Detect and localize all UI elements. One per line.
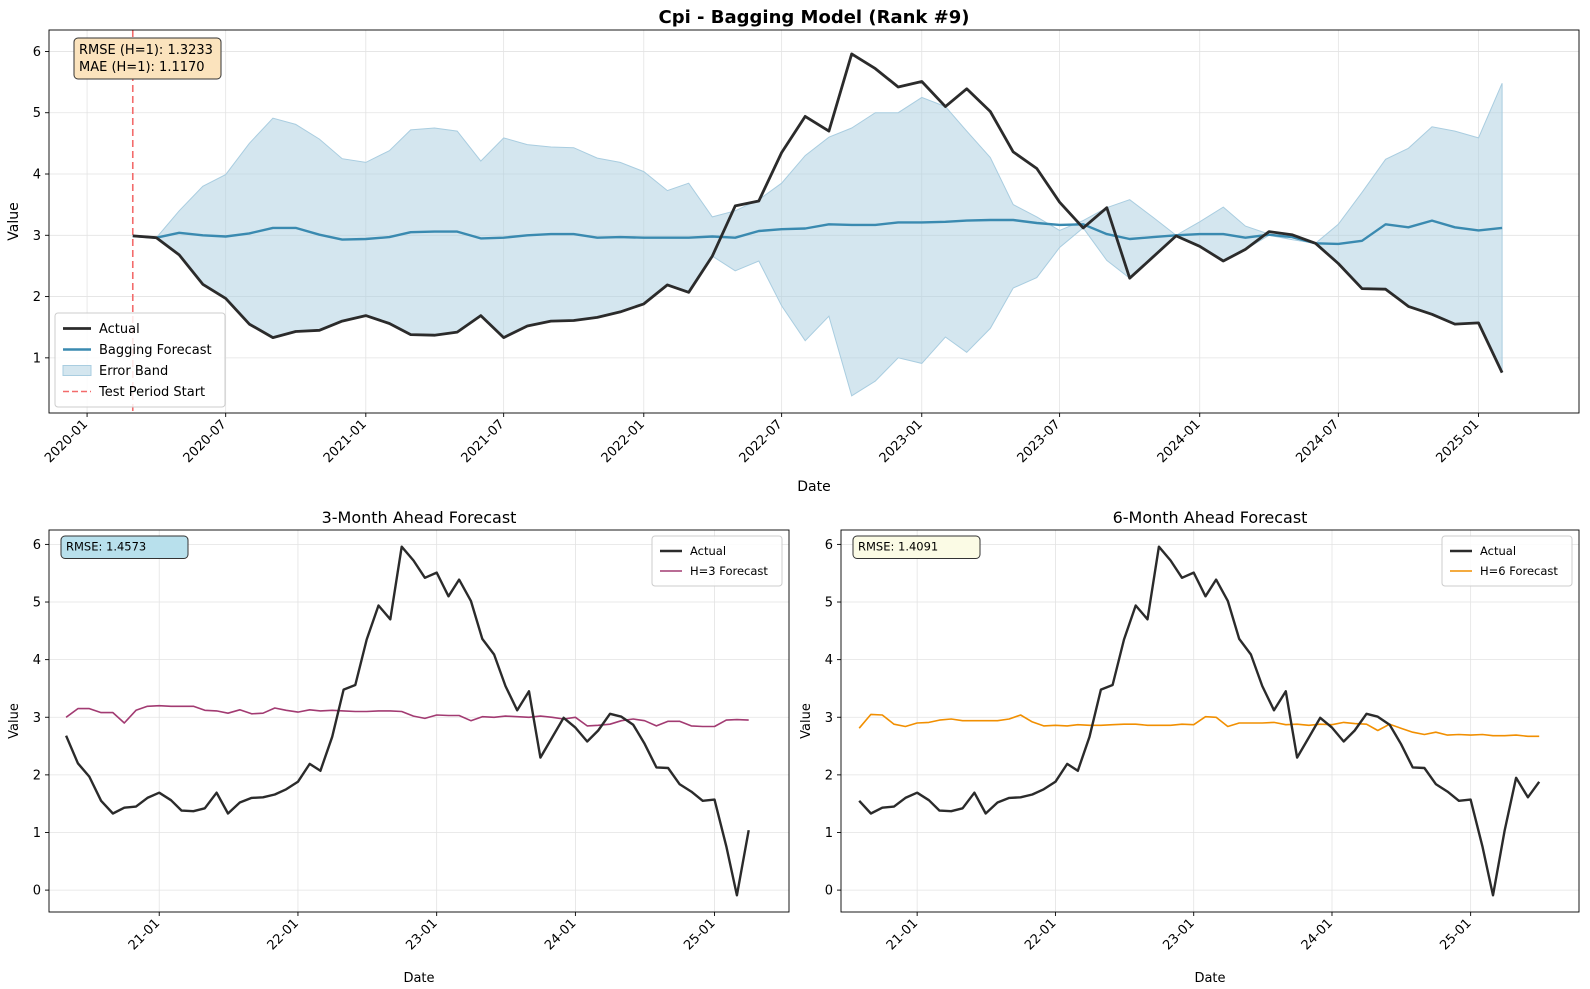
chart-title: Cpi - Bagging Model (Rank #9)	[659, 7, 970, 28]
y-tick-label: 5	[33, 596, 41, 611]
y-tick-label: 5	[825, 596, 833, 611]
x-tick-label: 2020-01	[42, 417, 91, 466]
chart-1: 1 2 3 4 5 6 2020-01 2020-07 2021-01 2021-07 2022-0…	[6, 7, 1580, 495]
x-tick-label: 2024-01	[1155, 417, 1204, 466]
y-tick-label: 2	[825, 768, 833, 783]
y-tick-label: 3	[825, 711, 833, 726]
x-tick-label: 2024-07	[1293, 417, 1342, 466]
legend-label: Error Band	[99, 364, 168, 379]
metrics-box	[73, 37, 222, 80]
x-axis-label: Date	[1194, 971, 1225, 986]
y-axis-label: Value	[6, 202, 22, 240]
x-tick-label: 2022-01	[599, 417, 648, 466]
chart-2: 0 1 2 3 4 5 6 21-01 22-01 23-01 24-01 25-01 3-Month …	[7, 508, 790, 986]
x-tick-label: 24-01	[542, 916, 579, 953]
legend-label: Actual	[99, 322, 140, 337]
y-tick-label: 6	[33, 45, 41, 60]
y-tick-label: 6	[33, 538, 41, 553]
series-line-forecast	[132, 218, 1503, 246]
x-axis-label: Date	[403, 971, 434, 986]
plot-area	[64, 545, 750, 897]
legend-label: H=6 Forecast	[1480, 564, 1558, 578]
legend-frame	[651, 535, 783, 587]
series-line-actual	[858, 545, 1541, 897]
chart-title: 6-Month Ahead Forecast	[1113, 508, 1308, 527]
legend: Actual H=6 Forecast	[1441, 535, 1573, 587]
y-tick-label: 4	[825, 653, 833, 668]
x-tick-label: 2025-01	[1433, 417, 1482, 466]
y-tick-label: 0	[825, 884, 833, 899]
y-tick-label: 3	[33, 229, 41, 244]
series-line-actual	[64, 545, 750, 897]
x-tick-label: 2020-07	[181, 417, 230, 466]
chart-title: 3-Month Ahead Forecast	[322, 508, 517, 527]
x-tick-label: 25-01	[681, 916, 718, 953]
x-tick-label: 2023-07	[1015, 417, 1064, 466]
series-line-actual	[132, 52, 1504, 374]
y-tick-label: 1	[33, 351, 41, 366]
chart-3: 0 1 2 3 4 5 6 21-01 22-01 23-01 24-01 25-01 6-Month …	[799, 508, 1580, 986]
metric-text: RMSE: 1.4573	[66, 540, 146, 554]
y-tick-label: 1	[825, 826, 833, 841]
metric-text: RMSE: 1.4091	[858, 540, 938, 554]
y-tick-label: 0	[33, 884, 41, 899]
x-tick-label: 23-01	[403, 916, 440, 953]
y-axis-label: Value	[7, 703, 22, 739]
legend: Actual H=3 Forecast	[651, 535, 783, 587]
x-tick-label: 21-01	[126, 916, 163, 953]
metrics-box	[60, 535, 189, 559]
y-tick-label: 6	[825, 538, 833, 553]
x-tick-label: 21-01	[884, 916, 921, 953]
metric-text: RMSE (H=1): 1.3233	[79, 43, 213, 58]
x-tick-label: 22-01	[265, 916, 302, 953]
legend-label: H=3 Forecast	[690, 564, 768, 578]
x-tick-label: 2022-07	[737, 417, 786, 466]
axes-frame	[48, 529, 790, 913]
plot-area	[858, 545, 1541, 897]
y-tick-label: 5	[33, 106, 41, 121]
plot-area	[131, 30, 1504, 413]
y-tick-label: 2	[33, 290, 41, 305]
legend-label: Actual	[1480, 544, 1516, 558]
y-tick-label: 3	[33, 711, 41, 726]
y-tick-label: 2	[33, 768, 41, 783]
x-tick-label: 2021-07	[459, 417, 508, 466]
x-tick-label: 2023-01	[877, 417, 926, 466]
y-tick-label: 1	[33, 826, 41, 841]
axes-frame	[48, 29, 1580, 414]
legend-label: Bagging Forecast	[99, 343, 212, 358]
legend: Actual Bagging Forecast Error Band Test Per…	[54, 312, 226, 408]
x-tick-label: 24-01	[1299, 916, 1336, 953]
x-tick-label: 23-01	[1160, 916, 1197, 953]
axes-frame	[840, 529, 1580, 913]
y-tick-label: 4	[33, 653, 41, 668]
legend-label: Test Period Start	[98, 385, 205, 400]
legend-frame	[1441, 535, 1573, 587]
metric-text: MAE (H=1): 1.1170	[79, 60, 205, 75]
series-line-h3	[65, 704, 749, 728]
legend-label: Actual	[690, 544, 726, 558]
series-line-h6	[858, 713, 1540, 738]
y-axis-label: Value	[799, 703, 814, 739]
x-tick-label: 25-01	[1437, 916, 1474, 953]
legend-swatch	[62, 365, 92, 376]
metrics-box	[852, 535, 981, 559]
x-tick-label: 2021-01	[321, 417, 370, 466]
x-tick-label: 22-01	[1022, 916, 1059, 953]
y-tick-label: 4	[33, 168, 41, 183]
x-axis-label: Date	[797, 479, 830, 495]
legend-frame	[54, 312, 226, 408]
